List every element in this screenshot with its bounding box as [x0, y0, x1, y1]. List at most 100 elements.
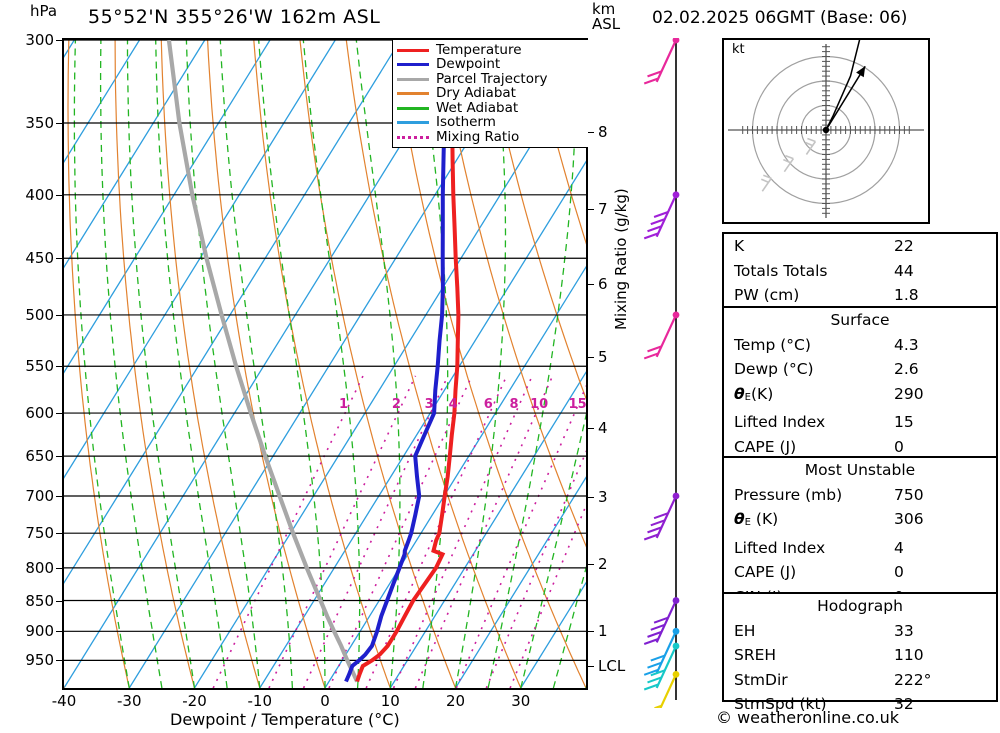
height-tick-label: 7 — [598, 199, 608, 218]
pressure-tick — [56, 600, 64, 602]
hodograph-svg — [728, 11, 924, 218]
pressure-tick — [56, 456, 64, 458]
wind-barb — [643, 627, 680, 676]
height-tick — [586, 356, 594, 358]
pressure-tick-label: 900 — [25, 622, 54, 641]
legend-label: Dewpoint — [436, 56, 501, 72]
legend-swatch-temperature — [397, 48, 429, 52]
legend-label: Isotherm — [436, 114, 496, 130]
height-unit-label: km ASL — [592, 2, 620, 32]
height-tick — [586, 427, 594, 429]
info-row: StmSpd (kt) 32 — [724, 692, 996, 717]
hodograph-stats-panel: Hodograph EH 33 SREH 110 StmDir 222° StmSpd (kt… — [722, 592, 998, 713]
mixing-ratio-value-label: 4 — [448, 397, 458, 413]
info-key: CAPE (J) — [734, 437, 797, 456]
legend-label: Wet Adiabat — [436, 99, 519, 116]
temperature-tick-label: 30 — [511, 692, 531, 710]
info-key: StmDir — [734, 670, 788, 689]
run-datetime-title: 02.02.2025 06GMT (Base: 06) — [652, 8, 908, 28]
wind-barb — [643, 191, 680, 240]
pressure-tick-label: 500 — [25, 305, 54, 324]
pressure-tick-label: 650 — [25, 447, 54, 466]
wind-barb — [654, 670, 680, 708]
indices-panel: K 22 Totals Totals 44 PW (cm) 1.8 — [722, 232, 998, 312]
hodograph-trace — [825, 14, 862, 131]
hodograph[interactable] — [722, 11, 930, 224]
wind-barb-column — [643, 38, 680, 708]
info-value: 15 — [894, 413, 914, 431]
height-unit-line1: km — [592, 0, 616, 18]
legend-item: Mixing Ratio — [397, 130, 584, 145]
info-key: CAPE (J) — [734, 563, 797, 581]
panel-title: Hodograph — [817, 597, 903, 615]
pressure-tick — [56, 258, 64, 260]
info-row: PW (cm) 1.8 — [724, 283, 996, 308]
info-value: 44 — [894, 261, 914, 280]
height-unit-line2: ASL — [592, 15, 621, 33]
lcl-label: LCL — [598, 657, 626, 676]
height-tick — [586, 630, 594, 632]
info-row: Dewp (°C) 2.6 — [724, 357, 996, 382]
info-key: SREH — [734, 646, 777, 664]
height-tick — [586, 283, 594, 285]
mixing-ratio-lines — [212, 375, 586, 688]
hodograph-unit-label: kt — [732, 42, 745, 57]
pressure-tick-label: 400 — [25, 185, 54, 204]
mixing-ratio-axis-title: Mixing Ratio (g/kg) — [612, 188, 630, 330]
legend-item: Dewpoint — [397, 56, 584, 73]
pressure-tick-label: 350 — [25, 113, 54, 132]
mixing-ratio-value-label: 1 — [339, 397, 349, 413]
legend-item: Temperature — [397, 43, 584, 58]
info-key: Pressure (mb) — [734, 485, 843, 504]
legend: Temperature Dewpoint Parcel Trajectory Dry … — [392, 40, 588, 148]
info-value: 33 — [894, 621, 914, 640]
info-row: Lifted Index 15 — [724, 410, 996, 435]
height-tick — [586, 564, 594, 566]
pressure-tick — [56, 631, 64, 633]
info-row: Pressure (mb) 750 — [724, 483, 996, 508]
legend-label: Mixing Ratio — [436, 128, 520, 145]
height-tick-label: 4 — [598, 418, 608, 437]
info-value: 0 — [894, 563, 904, 581]
info-key: K — [734, 237, 745, 255]
height-tick — [586, 496, 594, 498]
skewt-plot[interactable] — [62, 38, 588, 690]
page-title: 55°52'N 355°26'W 162m ASL — [88, 6, 381, 28]
info-key: Temp (°C) — [734, 335, 811, 354]
pressure-tick — [56, 533, 64, 535]
info-key: θE (K) — [734, 510, 779, 528]
pressure-tick — [56, 122, 64, 124]
temperature-tick-label: 10 — [380, 692, 400, 710]
lcl-tick — [586, 666, 594, 668]
pressure-tick — [56, 40, 64, 41]
pressure-tick — [56, 194, 64, 196]
mixing-ratio-value-label: 2 — [391, 397, 401, 413]
temperature-tick-label: -40 — [51, 692, 77, 710]
height-tick-label: 2 — [598, 555, 608, 574]
info-row: Lifted Index 4 — [724, 536, 996, 561]
info-row: K 22 — [724, 234, 996, 259]
height-tick — [586, 132, 594, 134]
info-key: PW (cm) — [734, 286, 800, 304]
panel-title: Most Unstable — [804, 461, 916, 479]
temperature-tick-label: 0 — [320, 692, 330, 710]
legend-swatch-parcel-trajectory — [397, 77, 429, 81]
wind-barb — [643, 38, 680, 85]
info-value: 290 — [894, 384, 924, 403]
height-tick-label: 3 — [598, 487, 608, 506]
legend-item: Wet Adiabat — [397, 101, 584, 116]
info-row: CAPE (J) 0 — [724, 435, 996, 460]
profile-lines — [166, 40, 461, 683]
surface-panel: Surface Temp (°C) 4.3 Dewp (°C) 2.6 θE(K) 290 L… — [722, 306, 998, 480]
panel-title: Surface — [830, 311, 890, 329]
legend-swatch-mixing-ratio — [397, 135, 429, 139]
info-key: Dewp (°C) — [734, 360, 814, 378]
copyright-notice: © weatheronline.co.uk — [716, 708, 899, 727]
legend-item: Dry Adiabat — [397, 86, 584, 102]
legend-swatch-isotherm — [397, 121, 429, 125]
info-key: EH — [734, 621, 756, 640]
pressure-tick — [56, 567, 64, 569]
info-row: θE(K) 290 — [724, 382, 996, 411]
pressure-tick-label: 700 — [25, 487, 54, 506]
info-value: 22 — [894, 237, 914, 255]
